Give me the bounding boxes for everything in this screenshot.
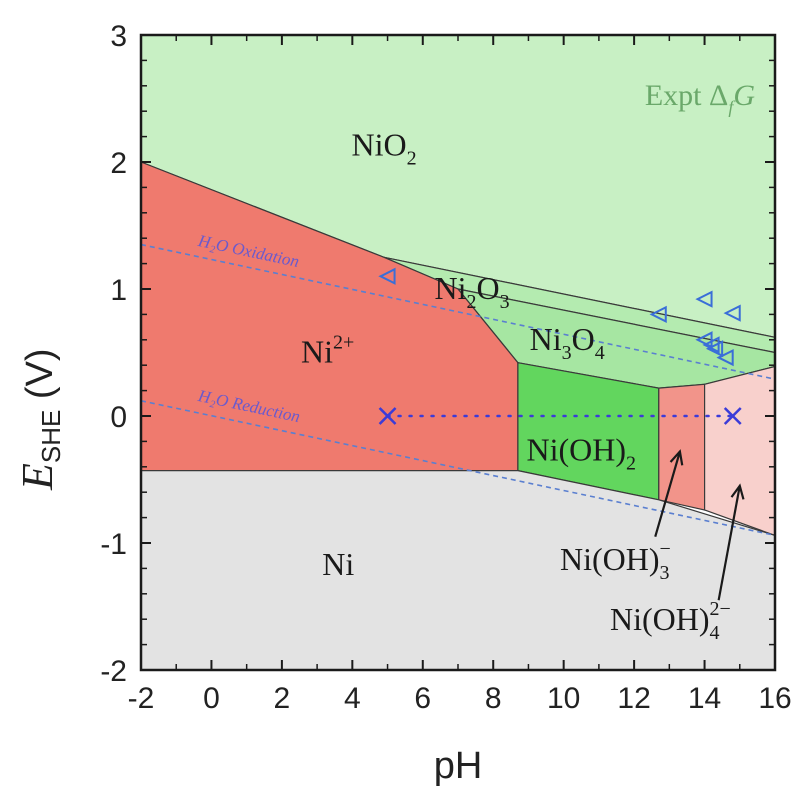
triangle-marker [702, 336, 720, 354]
x-tick-label: 2 [274, 682, 291, 715]
x-tick-label: 4 [344, 682, 361, 715]
x-tick-label: 16 [758, 682, 791, 715]
triangle-marker [378, 267, 396, 285]
y-axis-title: ESHE (V) [13, 348, 66, 491]
region-label-ni-oh-2: Ni(OH)2 [527, 431, 637, 474]
region-label-ni2o3: Ni2O3 [435, 270, 510, 313]
region-ni-oh-4-2 [703, 365, 775, 537]
region-label-ni-oh-3-: Ni(OH)3− [560, 538, 671, 584]
region-ni [141, 470, 775, 670]
y-tick-label: -2 [100, 655, 127, 688]
x-tick-label: 8 [485, 682, 502, 715]
arrow-ni-oh-4 [717, 483, 745, 601]
y-tick-label: 3 [110, 20, 127, 53]
triangle-marker [649, 305, 667, 324]
x-tick-label: 6 [414, 682, 431, 715]
region-label-ni-oh-4-2: Ni(OH)42− [610, 598, 731, 644]
marker-layer [378, 267, 742, 425]
triangle-marker [723, 304, 741, 322]
expt-annotation: Expt ΔfG [645, 79, 755, 117]
arrow-ni-oh-3 [654, 449, 684, 537]
region-layer [141, 35, 775, 670]
x-marker [378, 407, 397, 425]
water-reduction-line [141, 399, 775, 537]
triangle-marker [695, 290, 713, 308]
y-tick-label: -1 [100, 528, 127, 561]
region-label-ni3o4: Ni3O4 [530, 321, 605, 364]
x-marker [723, 407, 742, 425]
y-tick-label: 1 [110, 274, 127, 307]
x-tick-label: 10 [547, 682, 580, 715]
water-line-layer [141, 243, 775, 537]
region-ni-oh-3- [658, 383, 706, 511]
region-label-ni2-: Ni2+ [301, 332, 354, 370]
y-tick-label: 2 [110, 147, 127, 180]
x-tick-label: -2 [128, 682, 155, 715]
water-oxidation-line [141, 243, 775, 380]
triangle-marker [695, 331, 713, 349]
triangle-marker [716, 348, 734, 367]
region-label-nio2: NiO2 [351, 127, 416, 170]
y-tick-label: 0 [110, 401, 127, 434]
x-tick-label: 0 [203, 682, 220, 715]
triangle-marker [705, 340, 724, 358]
region-label-ni: Ni [322, 546, 354, 582]
x-tick-label: 14 [688, 682, 721, 715]
x-axis-title: pH [434, 745, 483, 787]
x-tick-label: 12 [617, 682, 650, 715]
